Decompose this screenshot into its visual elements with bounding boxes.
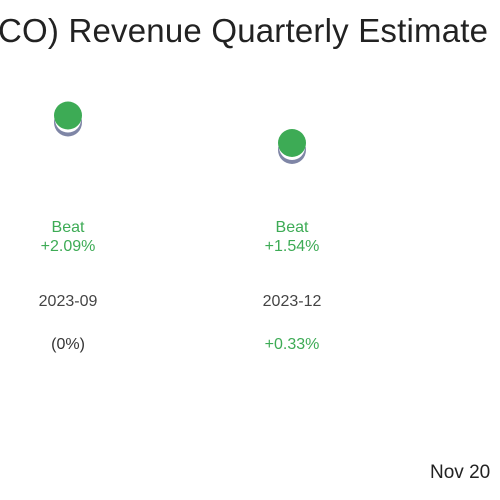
period-label: 2023-09 bbox=[39, 293, 98, 310]
chart-title: CO) Revenue Quarterly Estimate bbox=[0, 12, 489, 49]
period-label: 2023-12 bbox=[263, 293, 322, 310]
surprise-percent-label: +2.09% bbox=[41, 238, 96, 255]
beat-label: Beat bbox=[276, 219, 309, 236]
actual-marker bbox=[278, 129, 306, 157]
footer-date: Nov 20 bbox=[430, 462, 491, 483]
estimate-change-label: +0.33% bbox=[265, 336, 320, 353]
surprise-percent-label: +1.54% bbox=[265, 238, 320, 255]
actual-marker bbox=[54, 101, 82, 130]
estimate-change-label: (0%) bbox=[51, 336, 85, 353]
beat-label: Beat bbox=[52, 219, 85, 236]
